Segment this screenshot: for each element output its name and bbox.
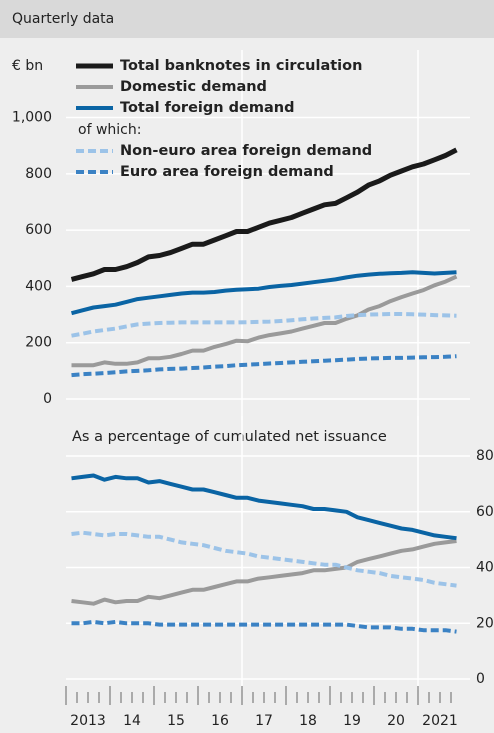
x-tick-label: 2021: [422, 713, 458, 729]
series-line: [71, 619, 457, 634]
series-line: [71, 539, 457, 606]
legend-label: Total foreign demand: [120, 100, 294, 116]
x-tick-label: 15: [167, 713, 185, 729]
y-tick-label: 40: [476, 560, 494, 576]
y-tick-label: 0: [43, 391, 52, 407]
y-tick-label: 80: [476, 448, 494, 464]
y-tick-label: 20: [476, 615, 494, 631]
y-tick-label: 600: [25, 222, 52, 238]
x-tick-label: 20: [387, 713, 405, 729]
series-line: [71, 354, 457, 378]
y-tick-label: 400: [25, 278, 52, 294]
x-tick-label: 2013: [70, 713, 106, 729]
header-bar: [0, 0, 494, 38]
legend-note: of which:: [78, 122, 141, 138]
x-tick-label: 17: [255, 713, 273, 729]
x-tick-label: 14: [123, 713, 141, 729]
series-line: [70, 270, 457, 316]
y-tick-label: 200: [25, 335, 52, 351]
y-tick-label: 800: [25, 166, 52, 182]
series-line: [70, 147, 458, 282]
legend-label: Non-euro area foreign demand: [120, 143, 372, 159]
series-line: [71, 473, 457, 541]
legend-label: Euro area foreign demand: [120, 164, 334, 180]
x-tick-label: 19: [343, 713, 361, 729]
panel-title: As a percentage of cumulated net issuanc…: [72, 429, 387, 445]
x-tick-label: 16: [211, 713, 229, 729]
legend-label: Total banknotes in circulation: [120, 58, 362, 74]
y-tick-label: 60: [476, 504, 494, 520]
header: Quarterly data: [12, 11, 114, 27]
y-tick-label: 0: [476, 671, 485, 687]
x-tick-label: 18: [299, 713, 317, 729]
y-tick-label: 1,000: [12, 110, 52, 126]
series-line: [71, 312, 457, 338]
legend-label: Domestic demand: [120, 79, 267, 95]
series-line: [71, 530, 457, 588]
y-axis-label: € bn: [12, 58, 43, 74]
series-line: [71, 274, 458, 368]
